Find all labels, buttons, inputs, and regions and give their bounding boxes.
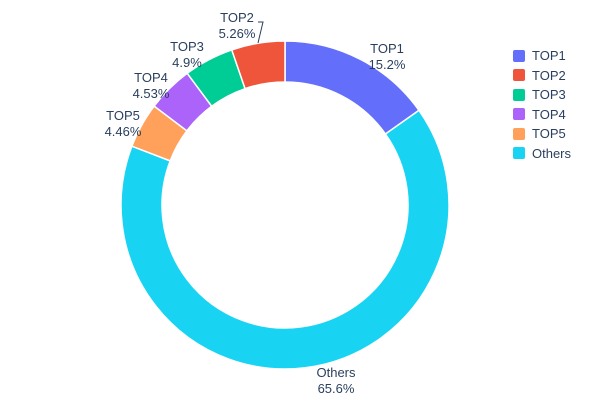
legend-item-others[interactable]: Others <box>513 144 571 164</box>
slice-label-top3: TOP3 <box>170 39 204 54</box>
pie-slice-top2[interactable] <box>230 40 286 90</box>
legend-swatch-top2 <box>513 69 525 82</box>
legend-item-top1[interactable]: TOP1 <box>513 46 571 66</box>
legend-swatch-top5 <box>513 127 525 140</box>
legend-item-top5[interactable]: TOP5 <box>513 124 571 144</box>
legend-swatch-top3 <box>513 88 525 101</box>
pie-slice-others[interactable] <box>120 109 450 370</box>
slice-value-others: 65.6% <box>318 381 355 396</box>
slice-label-top5: TOP5 <box>106 108 140 123</box>
slice-value-top1: 15.2% <box>369 57 406 72</box>
legend-label-top2: TOP2 <box>532 67 566 83</box>
slice-value-top3: 4.9% <box>172 55 202 70</box>
legend-label-top1: TOP1 <box>532 48 566 64</box>
slice-value-top2: 5.26% <box>219 26 256 41</box>
slice-label-top1: TOP1 <box>370 41 404 56</box>
legend-label-top4: TOP4 <box>532 106 566 122</box>
slice-label-top4: TOP4 <box>134 70 168 85</box>
legend: TOP1 TOP2 TOP3 TOP4 TOP5 Others <box>513 46 571 163</box>
legend-item-top3[interactable]: TOP3 <box>513 85 571 105</box>
label-leader-line-top2 <box>257 21 264 44</box>
slice-value-top5: 4.46% <box>105 124 142 139</box>
legend-label-top5: TOP5 <box>532 126 566 142</box>
legend-label-top3: TOP3 <box>532 87 566 103</box>
slice-label-others: Others <box>316 365 356 380</box>
legend-swatch-top1 <box>513 49 525 62</box>
legend-item-top2[interactable]: TOP2 <box>513 66 571 86</box>
slice-label-top2: TOP2 <box>220 10 254 25</box>
legend-item-top4[interactable]: TOP4 <box>513 105 571 125</box>
legend-label-others: Others <box>532 145 572 161</box>
slice-value-top4: 4.53% <box>133 86 170 101</box>
legend-swatch-top4 <box>513 108 525 121</box>
legend-swatch-others <box>513 147 525 160</box>
